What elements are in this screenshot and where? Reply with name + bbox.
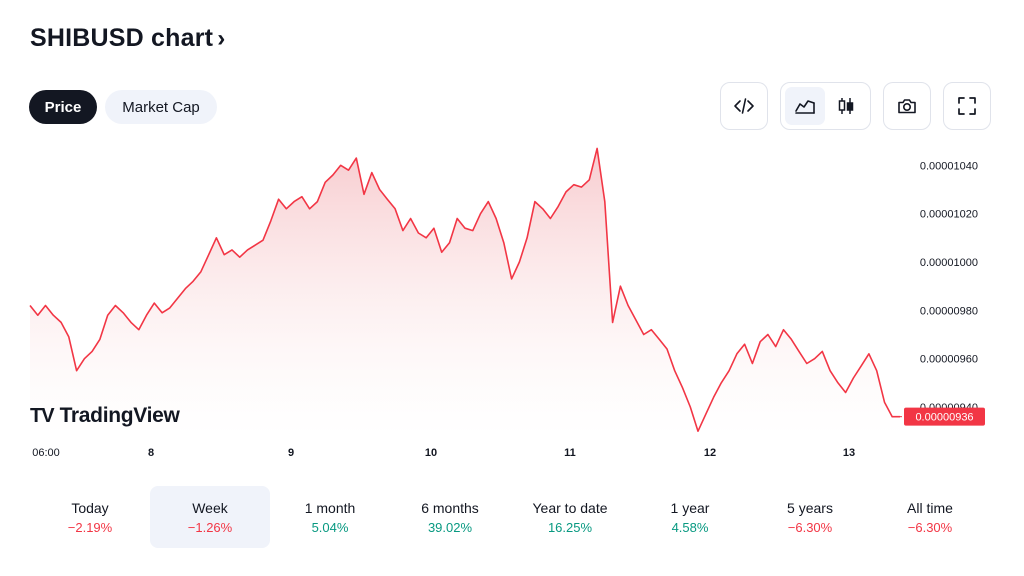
period-label: Year to date — [532, 499, 608, 516]
x-tick-label: 06:00 — [32, 447, 60, 459]
tab-price-label: Price — [44, 98, 82, 116]
price-chart[interactable]: 0.000009400.000009600.000009800.00001000… — [0, 140, 1024, 470]
area-chart-icon — [795, 100, 815, 114]
tab-price[interactable]: Price — [29, 90, 97, 124]
x-tick-label: 8 — [148, 447, 154, 459]
page-title-text: SHIBUSD chart — [30, 24, 214, 52]
period-label: 5 years — [787, 499, 833, 516]
period-today[interactable]: Today −2.19% — [30, 486, 150, 548]
period-change: 5.04% — [311, 519, 349, 535]
tradingview-mark-icon: TV — [30, 404, 55, 427]
period-label: All time — [907, 499, 953, 516]
x-tick-label: 11 — [564, 447, 576, 459]
chevron-right-icon: › — [217, 24, 226, 52]
last-price-tag — [904, 407, 985, 426]
period-change: 4.58% — [671, 519, 709, 535]
period-change: −1.26% — [187, 519, 233, 535]
y-tick-label: 0.00000960 — [920, 354, 978, 366]
period-label: Week — [192, 499, 228, 516]
embed-button[interactable] — [720, 82, 768, 130]
y-tick-label: 0.00001040 — [920, 160, 978, 172]
price-line — [29, 147, 900, 432]
period-all-time[interactable]: All time −6.30% — [870, 486, 990, 548]
period-change: −6.30% — [787, 519, 833, 535]
period-label: Today — [71, 499, 109, 516]
last-price-label: 0.00000936 — [915, 412, 973, 424]
tab-market-cap-label: Market Cap — [122, 98, 200, 116]
x-tick-label: 9 — [288, 447, 294, 459]
period-change: 16.25% — [547, 519, 593, 535]
period-change: 39.02% — [427, 519, 473, 535]
y-tick-label: 0.00000980 — [920, 305, 978, 317]
period-6-months[interactable]: 6 months 39.02% — [390, 486, 510, 548]
period-1-month[interactable]: 1 month 5.04% — [270, 486, 390, 548]
period-week[interactable]: Week −1.26% — [150, 486, 270, 548]
area-fill — [30, 148, 900, 436]
tradingview-logo: TV TradingView — [30, 404, 180, 428]
candles-button[interactable] — [826, 87, 866, 125]
chart-style-switcher — [780, 82, 871, 130]
x-tick-label: 13 — [843, 447, 855, 459]
x-tick-label: 12 — [704, 447, 716, 459]
period-label: 1 month — [304, 499, 356, 516]
x-tick-label: 10 — [425, 447, 437, 459]
period-year-to-date[interactable]: Year to date 16.25% — [510, 486, 630, 548]
period-1-year[interactable]: 1 year 4.58% — [630, 486, 750, 548]
tab-market-cap[interactable]: Market Cap — [105, 90, 217, 124]
y-tick-label: 0.00001000 — [920, 257, 978, 269]
area-chart-button[interactable] — [785, 87, 825, 125]
camera-icon — [898, 99, 916, 114]
period-change: −6.30% — [907, 519, 953, 535]
tradingview-wordmark: TradingView — [59, 404, 180, 427]
period-change: −2.19% — [67, 519, 113, 535]
period-label: 1 year — [670, 499, 710, 516]
period-5-years[interactable]: 5 years −6.30% — [750, 486, 870, 548]
period-label: 6 months — [421, 499, 479, 516]
period-selector: Today −2.19% Week −1.26% 1 month 5.04% 6… — [30, 486, 990, 548]
candles-icon — [838, 98, 854, 114]
embed-code-icon — [734, 98, 754, 114]
y-tick-label: 0.00001020 — [920, 209, 978, 221]
page-title[interactable]: SHIBUSD chart › — [30, 24, 225, 53]
price-chart-svg[interactable]: 0.000009400.000009600.000009800.00001000… — [0, 140, 1024, 470]
fullscreen-icon — [958, 97, 976, 115]
fullscreen-button[interactable] — [943, 82, 991, 130]
screenshot-button[interactable] — [883, 82, 931, 130]
